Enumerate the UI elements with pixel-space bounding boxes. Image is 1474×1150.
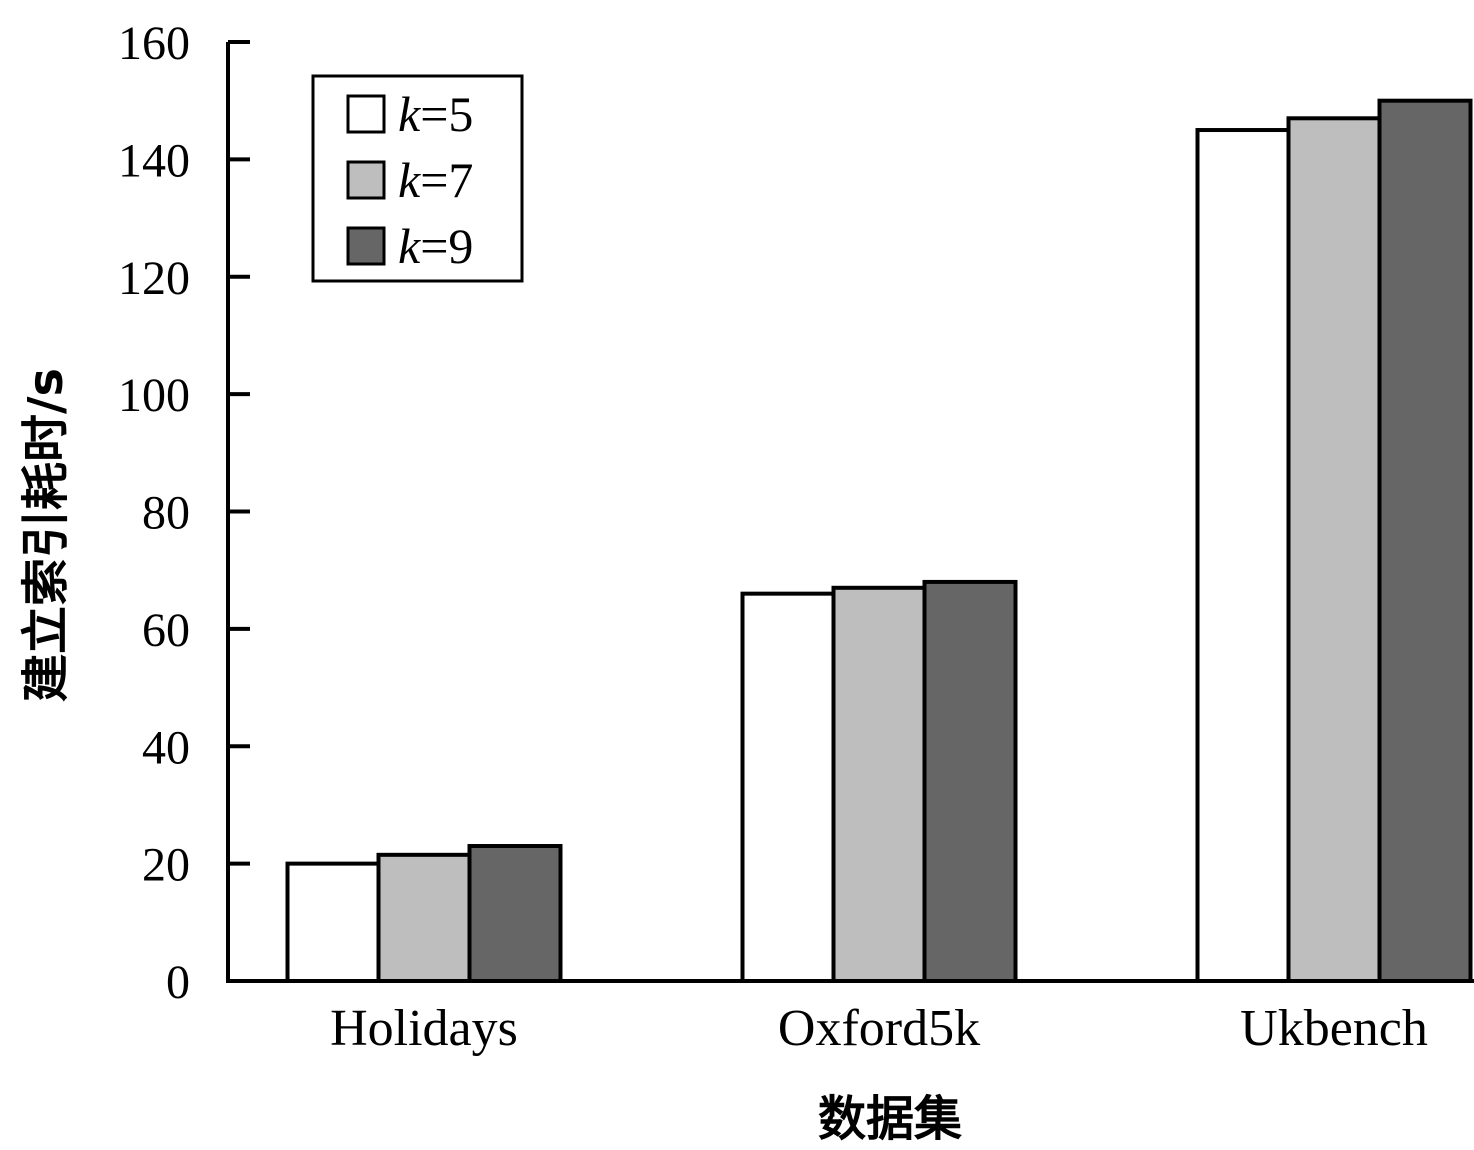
y-axis-title: 建立索引耗时/s: [18, 368, 74, 702]
x-tick-label: Ukbench: [1240, 1000, 1428, 1057]
bars-group: [285, 98, 1473, 984]
x-axis-title: 数据集: [818, 1091, 962, 1147]
y-tick-label: 20: [142, 839, 190, 892]
bar-ukbench-series-1: [1195, 128, 1291, 983]
x-tick-labels-group: Holidays Oxford5k Ukbench: [330, 1000, 1428, 1057]
y-ticks-group: 0 20 40 60 80 100 120 140 160: [118, 17, 250, 1009]
x-tick-label: Holidays: [330, 1000, 518, 1057]
legend-label: k=7: [398, 152, 473, 208]
legend-label: k=5: [398, 86, 473, 142]
y-tick-label: 140: [118, 134, 190, 187]
y-tick-label: 160: [118, 17, 190, 70]
legend-label: k=9: [398, 218, 473, 274]
legend-swatch: [346, 160, 386, 200]
y-tick-label: 0: [166, 956, 190, 1009]
bar-oxford5k-series-3: [922, 579, 1018, 983]
y-tick-label: 60: [142, 604, 190, 657]
bar-ukbench-series-2: [1286, 116, 1382, 983]
bar-holidays-series-2: [376, 852, 472, 984]
legend: k=5 k=7 k=9: [311, 74, 524, 283]
legend-swatch: [346, 94, 386, 134]
y-tick-label: 100: [118, 369, 190, 422]
bar-holidays-series-3: [467, 844, 563, 983]
y-tick-label: 120: [118, 252, 190, 305]
bar-ukbench-series-3: [1377, 98, 1473, 983]
legend-swatch: [346, 226, 386, 266]
x-tick-label: Oxford5k: [778, 1000, 980, 1057]
bar-oxford5k-series-1: [740, 591, 836, 983]
bar-holidays-series-1: [285, 861, 381, 983]
y-tick-label: 80: [142, 487, 190, 540]
y-tick-label: 40: [142, 721, 190, 774]
bar-oxford5k-series-2: [831, 585, 927, 983]
